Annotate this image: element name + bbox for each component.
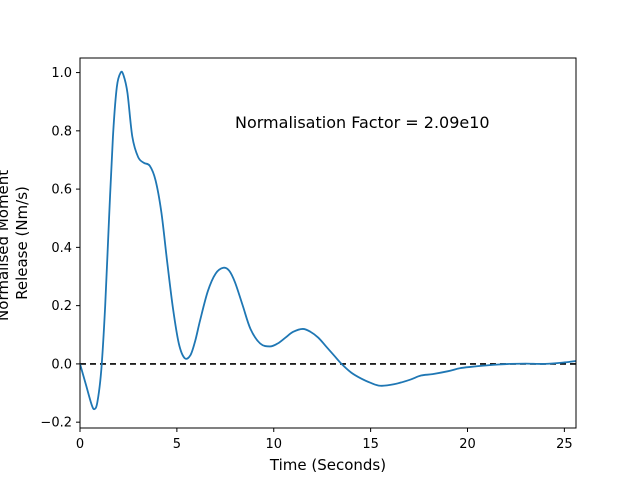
x-axis-label: Time (Seconds) (269, 456, 386, 474)
x-tick-label: 0 (76, 437, 84, 452)
y-axis-label-line-1: Normalised Moment (0, 170, 12, 321)
y-tick-label: 0.8 (51, 124, 72, 139)
normalisation-annotation: Normalisation Factor = 2.09e10 (235, 113, 490, 132)
x-tick-label: 15 (362, 437, 379, 452)
y-tick-label: 0.6 (51, 183, 72, 198)
series-line (80, 70, 576, 411)
plot-frame (79, 57, 577, 429)
y-tick-label: 1.0 (51, 66, 72, 81)
x-tick-label: 20 (459, 437, 476, 452)
y-tick-label: 0.0 (51, 357, 72, 372)
y-axis: −0.2 0.0 0.2 0.4 0.6 0.8 1.0 (40, 66, 80, 431)
y-axis-label-line-2: Release (Nm/s) (13, 186, 31, 300)
x-tick-label: 25 (556, 437, 573, 452)
x-tick-label: 10 (265, 437, 282, 452)
y-axis-label: Normalised Moment Release (Nm/s) (0, 165, 31, 321)
y-tick-label: −0.2 (40, 416, 72, 431)
y-tick-label: 0.4 (51, 241, 72, 256)
y-tick-label: 0.2 (51, 299, 72, 314)
x-axis: 0 5 10 15 20 25 (76, 428, 573, 452)
x-tick-label: 5 (173, 437, 181, 452)
